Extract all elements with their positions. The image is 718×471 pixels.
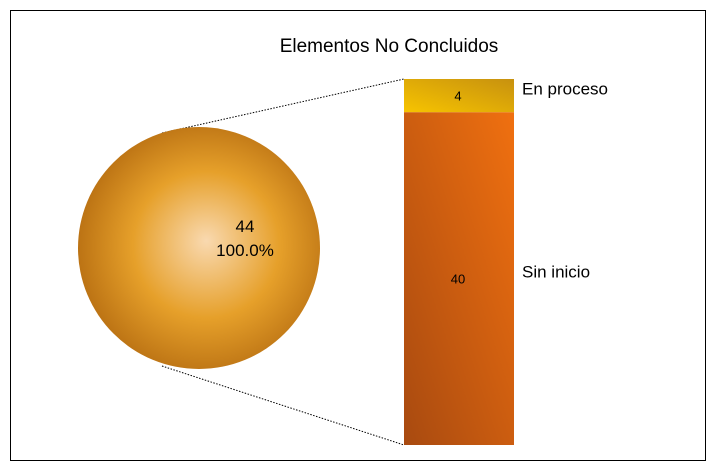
connector-top <box>161 78 405 134</box>
category-label-en-proceso: En proceso <box>522 80 608 99</box>
data-label-sin-inicio: 40 <box>451 272 465 287</box>
bar-segment-en-proceso <box>404 79 514 113</box>
pie-percent-label: 100.0% <box>216 241 274 260</box>
chart-frame: Elementos No Concluidos 44 100.0% 4 En pr… <box>10 10 706 461</box>
bar-segment-sin-inicio <box>404 112 514 445</box>
data-label-en-proceso: 4 <box>454 89 461 104</box>
category-label-sin-inicio: Sin inicio <box>522 263 590 282</box>
chart-title: Elementos No Concluidos <box>280 36 499 57</box>
connector-bottom <box>161 365 405 446</box>
pie-value-label: 44 <box>236 217 255 236</box>
pie-of-bar-chart: Elementos No Concluidos 44 100.0% 4 En pr… <box>78 36 608 446</box>
breakdown-bars: 4 En proceso 40 Sin inicio <box>404 79 608 445</box>
pie-slice <box>78 127 320 369</box>
